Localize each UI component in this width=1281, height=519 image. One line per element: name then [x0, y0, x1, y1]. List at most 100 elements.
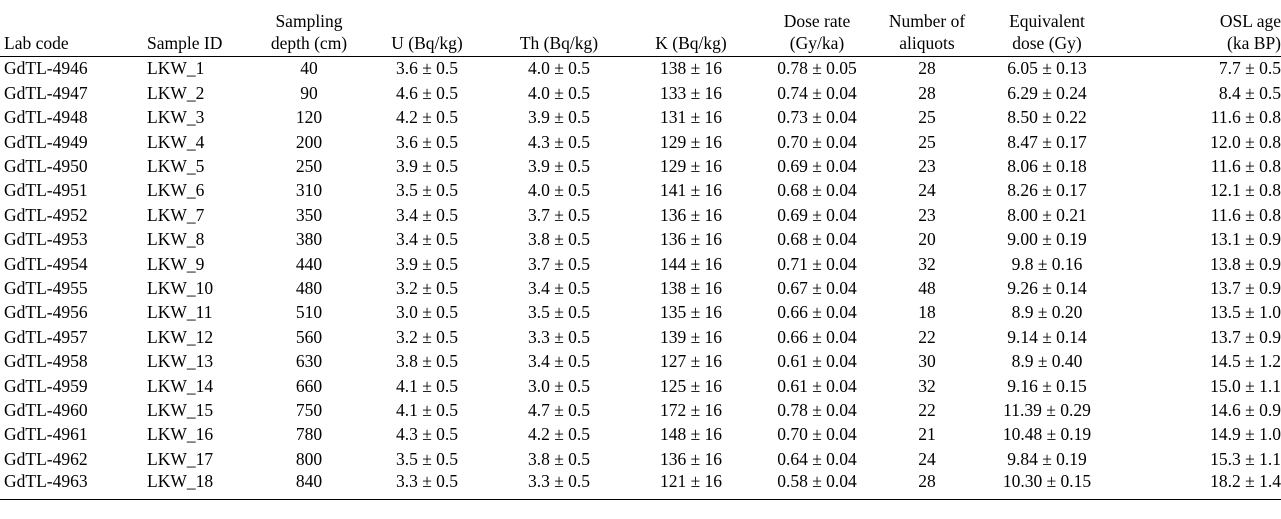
cell-number-of-aliquots: 28 [918, 58, 936, 79]
cell-sampling-depth: 560 [295, 326, 323, 347]
column-header-text: (Gy/ka) [789, 33, 845, 53]
cell-th-activity: 4.3 ± 0.5 [527, 131, 591, 152]
cell-equivalent-dose: 9.00 ± 0.19 [1007, 229, 1087, 250]
cell-sampling-depth: 380 [295, 229, 323, 250]
cell-sample-id: LKW_14 [147, 375, 214, 396]
cell-k-activity: 127 ± 16 [659, 351, 723, 372]
cell-number-of-aliquots: 48 [918, 277, 936, 298]
cell-sample-id: LKW_6 [147, 180, 205, 201]
table-row: GdTL-4952 LKW_7 350 3.4 ± 0.5 3.7 ± 0.5 136 ±… [0, 203, 1281, 227]
cell-u-activity: 3.6 ± 0.5 [395, 131, 459, 152]
cell-k-activity: 129 ± 16 [659, 156, 723, 176]
cell-osl-age: 13.1 ± 0.9 [1210, 229, 1281, 250]
cell-osl-age: 13.7 ± 0.9 [1210, 277, 1281, 298]
table-row: GdTL-4953 LKW_8 380 3.4 ± 0.5 3.8 ± 0.5 136 ±… [0, 228, 1281, 252]
column-header-text: Dose rate [783, 11, 851, 31]
cell-th-activity: 3.8 ± 0.5 [527, 448, 591, 469]
cell-number-of-aliquots: 23 [918, 156, 936, 176]
cell-th-activity: 3.4 ± 0.5 [527, 351, 591, 372]
column-header-osl-age: OSL age (ka BP) [1117, 0, 1281, 57]
cell-k-activity: 135 ± 16 [659, 302, 723, 323]
cell-sampling-depth: 800 [295, 448, 323, 469]
cell-osl-age: 14.6 ± 0.9 [1210, 399, 1281, 420]
cell-dose-rate: 0.74 ± 0.04 [777, 82, 857, 103]
cell-number-of-aliquots: 25 [918, 107, 936, 128]
cell-u-activity: 3.4 ± 0.5 [395, 229, 459, 250]
column-header-text: depth (cm) [270, 33, 348, 53]
cell-sampling-depth: 750 [295, 399, 323, 420]
table-row: GdTL-4963 LKW_18 840 3.3 ± 0.5 3.3 ± 0.5 121 … [0, 471, 1281, 500]
table-row: GdTL-4959 LKW_14 660 4.1 ± 0.5 3.0 ± 0.5 125 … [0, 374, 1281, 398]
cell-number-of-aliquots: 18 [918, 302, 936, 323]
column-header-lab-code: Lab code [0, 0, 147, 57]
column-header-text: OSL age [1219, 11, 1281, 31]
cell-th-activity: 4.0 ± 0.5 [527, 180, 591, 201]
cell-osl-age: 12.0 ± 0.8 [1210, 131, 1281, 152]
cell-sampling-depth: 480 [295, 277, 323, 298]
cell-sample-id: LKW_9 [147, 253, 205, 274]
column-header-th-activity: Th (Bq/kg) [493, 0, 625, 57]
cell-number-of-aliquots: 22 [918, 399, 936, 420]
cell-th-activity: 3.3 ± 0.5 [493, 471, 625, 500]
cell-dose-rate: 0.69 ± 0.04 [777, 156, 857, 176]
cell-number-of-aliquots: 24 [918, 448, 936, 469]
cell-osl-age: 13.8 ± 0.9 [1210, 253, 1281, 274]
cell-dose-rate: 0.68 ± 0.04 [777, 180, 857, 201]
cell-u-activity: 3.9 ± 0.5 [395, 156, 459, 176]
cell-equivalent-dose: 9.26 ± 0.14 [1007, 277, 1087, 298]
column-header-k-activity: K (Bq/kg) [625, 0, 757, 57]
cell-th-activity: 4.7 ± 0.5 [527, 399, 591, 420]
cell-k-activity: 121 ± 16 [625, 471, 757, 500]
cell-th-activity: 3.3 ± 0.5 [527, 326, 591, 347]
cell-k-activity: 133 ± 16 [659, 82, 723, 103]
cell-sample-id: LKW_17 [147, 448, 214, 469]
cell-sample-id: LKW_7 [147, 204, 205, 225]
cell-dose-rate: 0.64 ± 0.04 [777, 448, 857, 469]
column-header-sampling-depth: Sampling depth (cm) [257, 0, 361, 57]
cell-u-activity: 3.2 ± 0.5 [395, 277, 459, 298]
column-header-text: (ka BP) [1227, 33, 1281, 53]
cell-dose-rate: 0.71 ± 0.04 [777, 253, 857, 274]
column-header-text: U (Bq/kg) [391, 33, 463, 53]
cell-k-activity: 129 ± 16 [659, 131, 723, 152]
column-header-text: Sample ID [147, 33, 223, 53]
table-body: GdTL-4946 LKW_1 40 3.6 ± 0.5 4.0 ± 0.5 138 ± … [0, 57, 1281, 500]
cell-th-activity: 4.0 ± 0.5 [527, 58, 591, 79]
cell-osl-age: 18.2 ± 1.4 [1117, 471, 1281, 500]
cell-sampling-depth: 310 [295, 180, 323, 201]
cell-sampling-depth: 200 [295, 131, 323, 152]
cell-number-of-aliquots: 23 [918, 204, 936, 225]
cell-k-activity: 131 ± 16 [659, 107, 723, 128]
cell-sampling-depth: 250 [295, 156, 323, 176]
table-row: GdTL-4956 LKW_11 510 3.0 ± 0.5 3.5 ± 0.5 135 … [0, 301, 1281, 325]
cell-sample-id: LKW_4 [147, 131, 205, 152]
cell-osl-age: 13.7 ± 0.9 [1210, 326, 1281, 347]
cell-lab-code: GdTL-4961 [4, 424, 88, 445]
cell-k-activity: 172 ± 16 [659, 399, 723, 420]
cell-lab-code: GdTL-4963 [0, 471, 147, 500]
cell-number-of-aliquots: 28 [918, 82, 936, 103]
cell-sample-id: LKW_16 [147, 424, 214, 445]
column-header-text: Lab code [4, 33, 69, 53]
table-row: GdTL-4951 LKW_6 310 3.5 ± 0.5 4.0 ± 0.5 141 ±… [0, 179, 1281, 203]
cell-lab-code: GdTL-4959 [4, 375, 88, 396]
cell-u-activity: 3.5 ± 0.5 [395, 448, 459, 469]
cell-equivalent-dose: 9.14 ± 0.14 [1007, 326, 1087, 347]
cell-lab-code: GdTL-4958 [4, 351, 88, 372]
table-row: GdTL-4957 LKW_12 560 3.2 ± 0.5 3.3 ± 0.5 139 … [0, 325, 1281, 349]
cell-lab-code: GdTL-4962 [4, 448, 88, 469]
cell-th-activity: 3.7 ± 0.5 [527, 204, 591, 225]
cell-k-activity: 144 ± 16 [659, 253, 723, 274]
cell-lab-code: GdTL-4953 [4, 229, 88, 250]
cell-number-of-aliquots: 21 [918, 424, 936, 445]
cell-sampling-depth: 630 [295, 351, 323, 372]
table-row: GdTL-4947 LKW_2 90 4.6 ± 0.5 4.0 ± 0.5 133 ± … [0, 81, 1281, 105]
column-header-text: Number of [888, 11, 966, 31]
cell-lab-code: GdTL-4955 [4, 277, 88, 298]
table-row: GdTL-4961 LKW_16 780 4.3 ± 0.5 4.2 ± 0.5 148 … [0, 423, 1281, 447]
osl-dating-table: Lab code Sample ID Sampling depth (cm) U (Bq… [0, 0, 1281, 500]
cell-u-activity: 3.8 ± 0.5 [395, 351, 459, 372]
cell-th-activity: 3.4 ± 0.5 [527, 277, 591, 298]
cell-osl-age: 8.4 ± 0.5 [1218, 82, 1281, 103]
cell-th-activity: 3.9 ± 0.5 [527, 107, 591, 128]
